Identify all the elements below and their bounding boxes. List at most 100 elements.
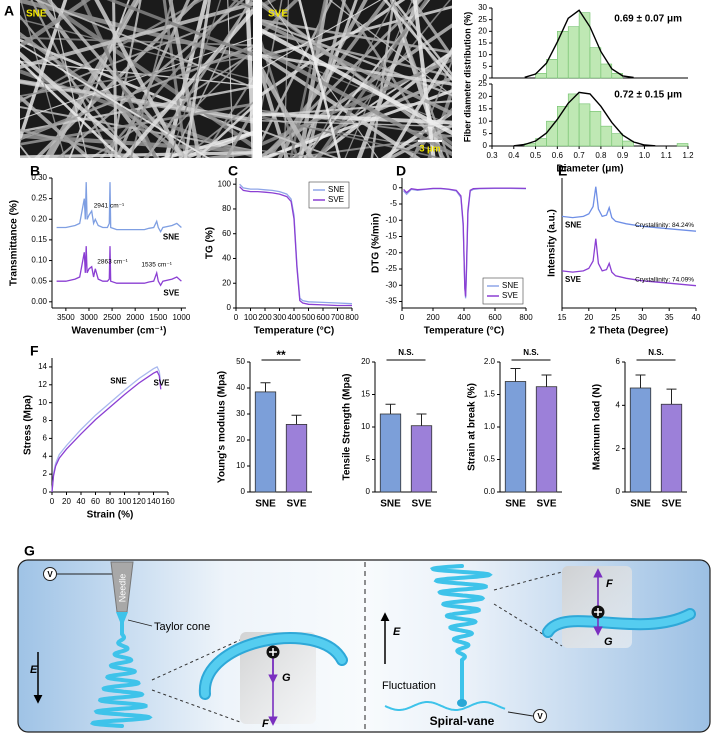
fiber — [262, 112, 452, 125]
histogram-bar — [535, 73, 547, 79]
y-tick-label: 10 — [478, 116, 487, 125]
y-tick-label: 20 — [236, 435, 245, 444]
fiber — [245, 0, 253, 158]
y-tick-label: 15 — [478, 38, 487, 47]
series-line — [561, 238, 697, 287]
fiber — [262, 0, 406, 97]
fiber — [312, 50, 452, 158]
fit-curve — [524, 9, 634, 79]
fiber — [20, 79, 253, 122]
fiber — [262, 0, 423, 158]
fiber — [20, 0, 66, 158]
panel-label: B — [30, 163, 40, 179]
histogram-bar — [676, 143, 689, 147]
fiber — [262, 53, 421, 158]
x-tick-label: 100 — [118, 497, 132, 506]
x-tick-label: SVE — [286, 499, 306, 510]
x-tick-label: 600 — [488, 313, 502, 322]
force-label: F — [606, 578, 613, 590]
x-tick-label: 0 — [400, 313, 405, 322]
fiber — [411, 58, 452, 158]
y-tick-label: 0 — [616, 487, 621, 496]
series-label: SVE — [565, 275, 582, 284]
y-tick-label: 0 — [483, 73, 488, 82]
field-label: E — [393, 626, 401, 638]
fiber — [262, 54, 452, 86]
fiber — [318, 0, 451, 158]
y-tick-label: 10 — [236, 461, 245, 470]
x-tick-label: 500 — [302, 313, 316, 322]
fiber — [262, 115, 444, 158]
y-tick-label: 0.20 — [31, 214, 47, 223]
fiber — [20, 36, 253, 47]
fiber — [35, 0, 160, 158]
histogram-bar — [589, 110, 602, 147]
x-tick-label: SNE — [630, 499, 651, 510]
x-tick-label: SNE — [255, 499, 276, 510]
panel-label: C — [228, 163, 238, 179]
error-bar — [541, 374, 552, 387]
panel-label: D — [396, 163, 406, 179]
fiber — [195, 104, 253, 158]
bar — [379, 413, 402, 493]
annotation: 0.69 ± 0.07 μm — [614, 14, 682, 25]
fiber — [38, 0, 253, 149]
bar — [660, 403, 683, 493]
fiber — [262, 47, 452, 126]
fiber — [427, 85, 452, 158]
y-tick-label: 20 — [361, 357, 370, 366]
field-label: E — [30, 664, 38, 676]
x-tick-label: 1500 — [149, 313, 167, 322]
panel-label: G — [24, 543, 35, 559]
y-axis-title: Strain at break (%) — [467, 383, 478, 471]
fiber — [20, 0, 91, 49]
x-tick-label: 300 — [273, 313, 287, 322]
y-tick-label: 10 — [38, 398, 47, 407]
y-tick-label: 2.0 — [484, 357, 496, 366]
y-tick-label: -20 — [385, 248, 397, 257]
y-tick-label: 1.5 — [484, 390, 496, 399]
fiber — [328, 0, 452, 97]
x-axis-title: Temperature (°C) — [424, 326, 505, 337]
series-label: SNE — [565, 220, 582, 229]
x-tick-label: 700 — [331, 313, 345, 322]
y-tick-label: 100 — [218, 179, 232, 188]
fiber — [115, 0, 191, 158]
y-axis-title: Maximum load (N) — [592, 384, 603, 470]
x-tick-label: 30 — [638, 313, 647, 322]
y-tick-label: 2 — [43, 469, 48, 478]
x-tick-label: 1.0 — [639, 151, 651, 160]
liquid-surface — [384, 701, 506, 711]
annotation: Crystallinity: 84.24% — [635, 222, 694, 229]
y-tick-label: 20 — [478, 26, 487, 35]
x-tick-label: 600 — [316, 313, 330, 322]
panel-label: E — [558, 163, 567, 179]
jet-helix — [89, 618, 153, 728]
fiber — [262, 69, 289, 158]
fiber — [201, 75, 253, 158]
x-tick-label: 120 — [132, 497, 146, 506]
annotation: 0.72 ± 0.15 μm — [614, 90, 682, 101]
y-tick-label: 8 — [43, 416, 48, 425]
y-axis-title: Tensile Strength (Mpa) — [342, 373, 353, 480]
x-tick-label: 140 — [147, 497, 161, 506]
x-tick-label: 800 — [345, 313, 359, 322]
fiber — [298, 0, 341, 158]
series-line — [239, 183, 353, 305]
error-bar — [385, 403, 396, 414]
y-tick-label: 0.00 — [31, 297, 47, 306]
y-tick-label: 4 — [43, 451, 48, 460]
fiber — [262, 30, 452, 78]
y-tick-label: 0 — [366, 487, 371, 496]
x-axis-title: 2 Theta (Degree) — [590, 326, 668, 337]
needle-label: Needle — [117, 574, 127, 603]
fluctuation-label: Fluctuation — [382, 680, 436, 692]
bar — [535, 386, 558, 493]
y-tick-label: 15 — [361, 390, 370, 399]
significance-label: N.S. — [523, 348, 539, 357]
y-tick-label: 0.5 — [484, 455, 496, 464]
fibers — [20, 0, 253, 158]
fiber — [99, 0, 239, 158]
x-axis-title: Temperature (°C) — [254, 326, 335, 337]
fiber — [181, 101, 253, 158]
